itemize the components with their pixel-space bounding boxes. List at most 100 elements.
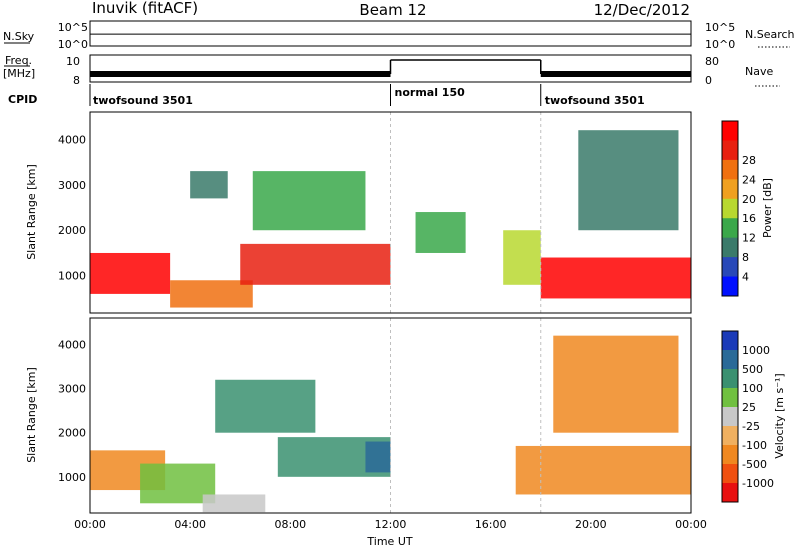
velocity-colorbar-tick: -1000 [742, 477, 774, 490]
velocity-echo-region [553, 335, 679, 433]
power-colorbar-block [722, 140, 738, 161]
power-colorbar-block [722, 257, 738, 278]
power-panel: 1000 2000 3000 4000 Slant Range [km] [25, 111, 692, 314]
power-y-axis-label: Slant Range [km] [25, 164, 38, 260]
power-colorbar-blocks [722, 121, 738, 297]
power-colorbar-block [722, 237, 738, 258]
velocity-colorbar-block [722, 388, 738, 408]
power-echo-region [503, 230, 541, 285]
freq-left-tick-bottom: 8 [73, 74, 80, 87]
power-colorbar-frame [721, 120, 739, 297]
velocity-colorbar-tick: 25 [742, 401, 756, 414]
velocity-echo-region [202, 494, 266, 513]
power-y-tick-label: 3000 [58, 179, 86, 192]
cpid-label: CPID [8, 93, 37, 106]
power-colorbar-block [722, 276, 738, 297]
power-echo-region [170, 280, 253, 308]
power-colorbar-block [722, 179, 738, 200]
noise-sky-label: N.Sky [3, 30, 35, 43]
x-tick-label: 00:00 [675, 518, 707, 531]
power-y-tick-label: 4000 [58, 133, 86, 146]
velocity-colorbar-tick: 100 [742, 382, 763, 395]
nave-right-tick-top: 80 [705, 55, 719, 68]
velocity-heatmap [90, 335, 691, 513]
velocity-colorbar-block [722, 331, 738, 351]
velocity-y-ticks: 1000 2000 3000 4000 [58, 338, 86, 483]
power-echo-region [252, 171, 366, 231]
freq-unit-label: [MHz] [3, 67, 35, 80]
power-colorbar-tick: 24 [742, 173, 756, 186]
power-colorbar-block [722, 159, 738, 180]
power-colorbar-tick: 4 [742, 271, 749, 284]
power-colorbar-tick: 12 [742, 232, 756, 245]
x-tick-label: 12:00 [375, 518, 407, 531]
x-tick-label: 20:00 [575, 518, 607, 531]
velocity-echo-region [515, 445, 691, 495]
power-echo-region [578, 130, 679, 231]
velocity-colorbar-ticks: 1000 500 100 25 -25 -100 -500 -1000 [742, 344, 774, 490]
velocity-echo-region [365, 441, 391, 473]
power-y-tick-label: 2000 [58, 224, 86, 237]
cpid-panel: CPID twofsound 3501 normal 150 twofsound… [8, 84, 645, 107]
nave-right-tick-bottom: 0 [705, 74, 712, 87]
cpid-segment-label-0: twofsound 3501 [93, 94, 193, 107]
frequency-panel: Freq. [MHz] 10 8 80 0 Nave [3, 54, 780, 87]
velocity-colorbar-block [722, 464, 738, 484]
velocity-colorbar-tick: 1000 [742, 344, 770, 357]
velocity-colorbar-tick: -100 [742, 439, 767, 452]
noise-panel-frame [89, 20, 692, 47]
x-tick-label: 00:00 [74, 518, 106, 531]
velocity-y-tick-label: 3000 [58, 383, 86, 396]
power-colorbar-ticks: 4 8 12 16 20 24 28 [742, 154, 756, 284]
velocity-colorbar-block [722, 350, 738, 370]
velocity-colorbar-title: Velocity [m s⁻¹] [773, 373, 786, 458]
power-echo-region [540, 257, 691, 299]
x-tick-labels: 00:00 04:00 08:00 12:00 16:00 20:00 00:0… [74, 518, 707, 531]
power-colorbar: 4 8 12 16 20 24 28 Power [dB] [721, 120, 774, 297]
velocity-y-axis-label: Slant Range [km] [25, 367, 38, 463]
velocity-colorbar: 1000 500 100 25 -25 -100 -500 -1000 Velo… [721, 330, 786, 503]
power-y-tick-label: 1000 [58, 270, 86, 283]
freq-trace [90, 59, 691, 77]
velocity-colorbar-tick: 500 [742, 363, 763, 376]
power-echo-region [240, 243, 391, 285]
velocity-colorbar-tick: -25 [742, 420, 760, 433]
beam-title: Beam 12 [359, 1, 426, 19]
cpid-segment-label-2: twofsound 3501 [545, 94, 645, 107]
velocity-y-tick-label: 1000 [58, 471, 86, 484]
power-panel-frame [89, 111, 692, 314]
freq-label: Freq. [5, 54, 32, 67]
power-heatmap [90, 130, 691, 308]
velocity-colorbar-block [722, 369, 738, 389]
velocity-colorbar-block [722, 445, 738, 465]
noise-panel: N.Sky 10^5 10^0 10^5 10^0 N.Search [3, 20, 795, 51]
velocity-panel-frame [89, 317, 692, 514]
power-colorbar-tick: 16 [742, 212, 756, 225]
velocity-y-tick-label: 2000 [58, 427, 86, 440]
power-colorbar-tick: 20 [742, 193, 756, 206]
freq-left-tick-top: 10 [66, 55, 80, 68]
power-echo-region [190, 171, 228, 199]
power-colorbar-title: Power [dB] [761, 178, 774, 238]
station-title: Inuvik (fitACF) [92, 0, 198, 17]
x-axis: 00:00 04:00 08:00 12:00 16:00 20:00 00:0… [74, 518, 707, 548]
velocity-colorbar-frame [721, 330, 739, 503]
power-y-ticks: 1000 2000 3000 4000 [58, 133, 86, 282]
velocity-echo-region [215, 379, 316, 433]
power-colorbar-block [722, 121, 738, 141]
noise-search-label: N.Search [745, 28, 795, 41]
noise-left-tick-bottom: 10^0 [58, 38, 88, 51]
noise-right-tick-top: 10^5 [705, 21, 735, 34]
x-tick-label: 04:00 [174, 518, 206, 531]
nave-label: Nave [745, 65, 773, 78]
power-colorbar-tick: 8 [742, 251, 749, 264]
x-tick-label: 16:00 [475, 518, 507, 531]
velocity-colorbar-block [722, 407, 738, 427]
cpid-segment-label-1: normal 150 [395, 86, 466, 99]
velocity-panel: 1000 2000 3000 4000 Slant Range [km] [25, 317, 692, 514]
power-echo-region [415, 212, 466, 253]
velocity-colorbar-block [722, 426, 738, 446]
frequency-panel-frame [89, 54, 692, 83]
noise-left-tick-top: 10^5 [58, 21, 88, 34]
